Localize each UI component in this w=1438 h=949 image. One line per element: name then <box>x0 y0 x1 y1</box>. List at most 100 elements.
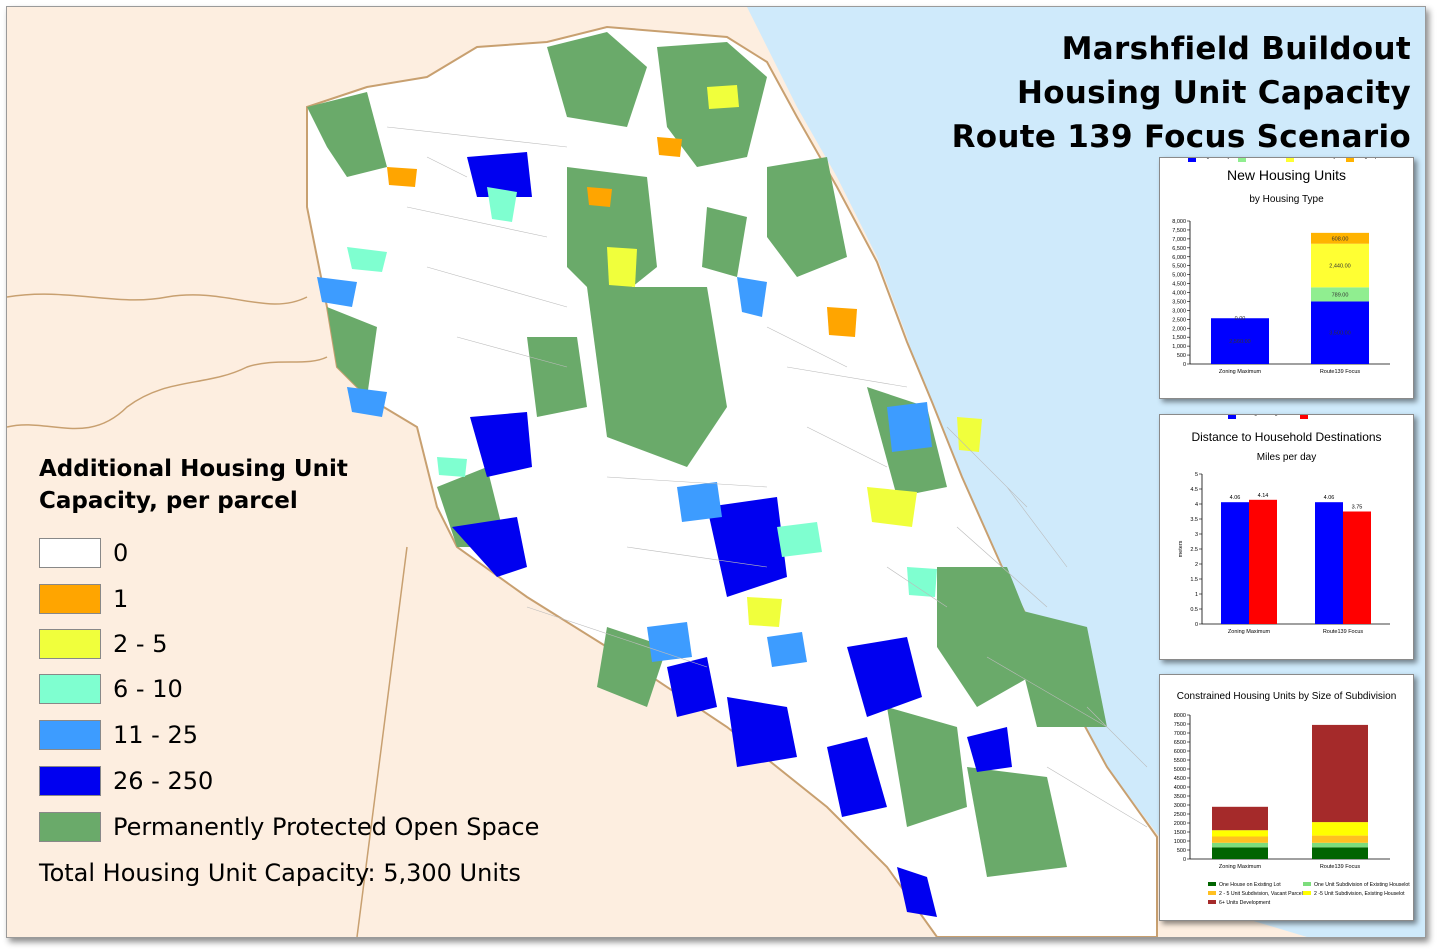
chart-distance: Distance to Household Destinations Miles … <box>1178 411 1390 635</box>
y-tick-label: 0 <box>1183 362 1186 368</box>
map-title-line1: Marshfield Buildout <box>1061 31 1411 67</box>
bar-segment <box>1211 318 1269 364</box>
legend-label-1: 1 <box>113 585 129 613</box>
y-tick-label: 3.5 <box>1190 517 1198 523</box>
legend-item-open-space: Permanently Protected Open Space <box>39 810 539 844</box>
chart-title: Distance to Household Destinations <box>1191 430 1381 444</box>
chart-panel-subdivision: Constrained Housing Units by Size of Sub… <box>1159 674 1414 921</box>
bar-segment <box>1312 835 1368 843</box>
y-tick-label: 6,000 <box>1172 255 1186 261</box>
open-space-layer <box>307 32 1107 877</box>
bar-segment <box>1212 847 1268 859</box>
y-tick-label: 5500 <box>1174 758 1186 764</box>
x-tick-label: Route139 Focus <box>1320 864 1361 870</box>
legend-swatch <box>1303 891 1311 895</box>
y-tick-label: 2.5 <box>1190 547 1198 553</box>
y-tick-label: 500 <box>1177 848 1186 854</box>
x-tick-label: Zoning Maximum <box>1219 369 1262 375</box>
legend-label: Attached <box>1249 158 1270 160</box>
legend-swatch-2-5 <box>39 629 101 659</box>
legend-label: Single Family <box>1199 158 1231 160</box>
bar-segment <box>1311 243 1369 288</box>
bar-segment <box>1311 287 1369 302</box>
y-tick-label: 6000 <box>1174 749 1186 755</box>
chart-panel-distance: Distance to Household Destinations Miles … <box>1159 411 1414 660</box>
y-tick-label: 4,500 <box>1172 282 1186 288</box>
legend-swatch-open-space <box>39 812 101 842</box>
bar-segment <box>1312 847 1368 859</box>
legend-label-6-10: 6 - 10 <box>113 675 183 703</box>
bar-segment <box>1312 842 1368 848</box>
bar-segment <box>1212 842 1268 848</box>
map-title-line2: Housing Unit Capacity <box>1016 75 1411 111</box>
legend-item-2-5: 2 - 5 <box>39 627 167 661</box>
y-tick-label: 1,000 <box>1172 344 1186 350</box>
legend-swatch-26-250 <box>39 766 101 796</box>
y-tick-label: 0 <box>1183 857 1186 863</box>
boundary-lines <box>7 293 408 937</box>
legend-label-open-space: Permanently Protected Open Space <box>113 813 540 841</box>
y-tick-label: 6500 <box>1174 740 1186 746</box>
legend-swatch <box>1188 158 1196 162</box>
bar-segment <box>1312 724 1368 823</box>
chart-title: Constrained Housing Units by Size of Sub… <box>1177 691 1397 702</box>
legend-swatch-1 <box>39 584 101 614</box>
legend-swatch <box>1208 900 1216 904</box>
parcels-11-25 <box>317 277 932 667</box>
legend-swatch-6-10 <box>39 674 101 704</box>
chart-title: New Housing Units <box>1227 167 1346 183</box>
legend-swatch-0 <box>39 538 101 568</box>
legend-label: 2 -5 Unit Subdivision, Existing Houselot <box>1314 891 1405 897</box>
legend-item-0: 0 <box>39 536 128 570</box>
legend-label: Large Apt or Condo <box>1357 158 1402 160</box>
total-capacity: Total Housing Unit Capacity: 5,300 Units <box>39 859 521 887</box>
y-tick-label: 3,000 <box>1172 308 1186 314</box>
legend-label: One House on Existing Lot <box>1219 882 1281 888</box>
legend-title: Additional Housing Unit Capacity, per pa… <box>39 453 348 517</box>
bar-segment <box>1311 232 1369 244</box>
data-label: 2,560.00 <box>1229 339 1250 345</box>
y-tick-label: 0.5 <box>1190 607 1198 613</box>
data-label: 3.75 <box>1352 505 1363 511</box>
legend-item-1: 1 <box>39 582 128 616</box>
legend-item-11-25: 11 - 25 <box>39 718 198 752</box>
y-tick-label: 4500 <box>1174 776 1186 782</box>
y-tick-label: 3 <box>1195 532 1198 538</box>
legend-label: Small Multifamily <box>1297 158 1336 160</box>
y-tick-label: 6,500 <box>1172 246 1186 252</box>
legend-label-11-25: 11 - 25 <box>113 721 198 749</box>
data-label: 0.00 <box>1235 316 1246 322</box>
y-tick-label: 0 <box>1195 622 1198 628</box>
x-tick-label: Route139 Focus <box>1323 629 1364 635</box>
y-axis-label: meters <box>1178 540 1184 557</box>
y-tick-label: 1 <box>1195 592 1198 598</box>
bar-segment <box>1312 822 1368 836</box>
y-tick-label: 500 <box>1177 353 1186 359</box>
legend-label: 6+ Units Development <box>1219 900 1271 906</box>
x-tick-label: Route139 Focus <box>1320 369 1361 375</box>
legend-swatch <box>1303 882 1311 886</box>
legend-swatch <box>1286 158 1294 162</box>
data-label: 4.06 <box>1230 495 1241 501</box>
chart-subdivision: Constrained Housing Units by Size of Sub… <box>1174 691 1411 906</box>
y-tick-label: 1000 <box>1174 839 1186 845</box>
bar <box>1249 499 1277 624</box>
legend-label: Existing Housing Units <box>1239 415 1291 417</box>
legend-label: Potential New Units <box>1311 415 1357 417</box>
data-label: 608.00 <box>1332 236 1349 242</box>
y-tick-label: 3000 <box>1174 803 1186 809</box>
legend-item-6-10: 6 - 10 <box>39 672 183 706</box>
y-tick-label: 1500 <box>1174 830 1186 836</box>
y-tick-label: 4 <box>1195 502 1198 508</box>
chart-subtitle: by Housing Type <box>1249 194 1324 205</box>
data-label: 4.06 <box>1324 495 1335 501</box>
bar-segment <box>1212 830 1268 837</box>
legend-swatch <box>1208 891 1216 895</box>
bar <box>1315 502 1343 624</box>
legend-label-2-5: 2 - 5 <box>113 630 168 658</box>
legend-swatch <box>1346 158 1354 162</box>
bar <box>1221 502 1249 624</box>
y-tick-label: 7,000 <box>1172 237 1186 243</box>
data-label: 789.00 <box>1332 292 1349 298</box>
x-tick-label: Zoning Maximum <box>1219 864 1262 870</box>
